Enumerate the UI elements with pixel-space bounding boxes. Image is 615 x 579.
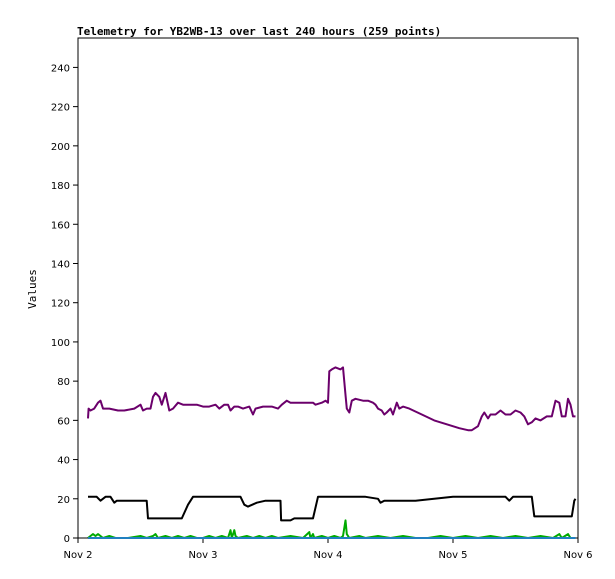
- y-tick-label: 180: [51, 181, 70, 192]
- y-tick-label: 0: [64, 534, 70, 545]
- series-line-1: [87, 366, 576, 432]
- y-tick-label: 20: [57, 495, 70, 506]
- x-tick-label: Nov 5: [438, 550, 467, 561]
- x-tick-label: Nov 3: [188, 550, 217, 561]
- y-tick-label: 240: [51, 63, 70, 74]
- x-tick-label: Nov 6: [563, 550, 592, 561]
- y-tick-label: 100: [51, 338, 70, 349]
- y-tick-label: 140: [51, 259, 70, 270]
- y-axis-label: Values: [26, 269, 39, 309]
- y-tick-label: 40: [57, 456, 70, 467]
- series-layer: [87, 366, 577, 539]
- x-tick-label: Nov 4: [313, 550, 342, 561]
- y-tick-label: 60: [57, 416, 70, 427]
- y-tick-label: 160: [51, 220, 70, 231]
- y-tick-label: 120: [51, 299, 70, 310]
- x-axis: Nov 2 Nov 3 Nov 4 Nov 5 Nov 6: [63, 538, 593, 561]
- y-tick-label: 80: [57, 377, 70, 388]
- x-tick-label: Nov 2: [63, 550, 92, 561]
- chart-title: Telemetry for YB2WB-13 over last 240 hou…: [77, 25, 441, 38]
- y-axis: 0 20 40 60 80 100 120 140 160 180 200 220 240: [51, 63, 78, 545]
- y-tick-label: 200: [51, 142, 70, 153]
- plot-frame: [77, 37, 579, 539]
- series-line-3: [87, 519, 576, 539]
- y-tick-label: 220: [51, 103, 70, 114]
- series-line-2: [88, 495, 577, 522]
